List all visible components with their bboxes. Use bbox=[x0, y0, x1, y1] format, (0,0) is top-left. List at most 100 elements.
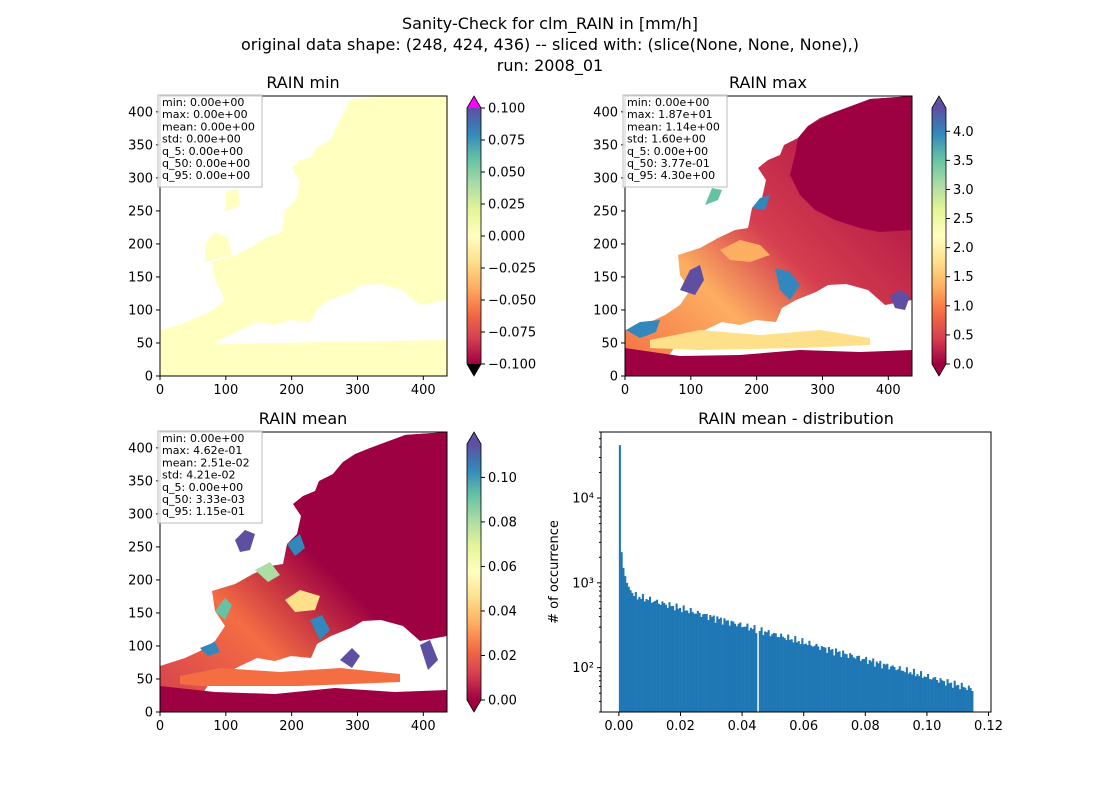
histogram-bar bbox=[640, 598, 643, 712]
histogram-bar bbox=[881, 668, 884, 712]
x-axis: 0.00 0.02 0.04 0.06 0.08 0.10 0.12 bbox=[604, 712, 1003, 734]
x-tick-label: 100 bbox=[213, 719, 238, 734]
histogram-bar bbox=[896, 669, 900, 712]
y-tick-label: 100 bbox=[128, 303, 153, 318]
histogram-bar bbox=[682, 605, 685, 712]
histogram-bar bbox=[723, 618, 726, 712]
panel-title: RAIN max bbox=[729, 73, 807, 92]
histogram-bar bbox=[935, 679, 939, 712]
y-tick-label: 400 bbox=[128, 441, 153, 456]
y-tick-label: 150 bbox=[593, 270, 618, 285]
y-tick-label: 10² bbox=[572, 661, 594, 676]
y-axis: 10² 10³ 10⁴ bbox=[572, 431, 601, 713]
histogram-bar bbox=[657, 603, 660, 712]
histogram-bar bbox=[889, 666, 892, 712]
histogram-bar bbox=[712, 615, 715, 712]
histogram-bar bbox=[937, 682, 940, 712]
histogram-bar bbox=[914, 676, 917, 712]
histogram-bar bbox=[702, 614, 705, 712]
colorbar-tick-label: 0.08 bbox=[488, 515, 517, 530]
histogram-bar bbox=[843, 653, 846, 712]
histogram-bar bbox=[650, 602, 653, 712]
histogram-bar bbox=[820, 646, 823, 712]
histogram-bar bbox=[620, 552, 623, 712]
histogram-bar bbox=[806, 645, 809, 712]
histogram-bar bbox=[746, 623, 749, 712]
histogram-bar bbox=[927, 673, 930, 712]
y-tick-label: 0 bbox=[145, 706, 153, 721]
histogram-bar bbox=[719, 617, 722, 712]
y-tick-label: 250 bbox=[128, 204, 153, 219]
histogram-bar bbox=[648, 596, 652, 712]
histogram-bar bbox=[831, 649, 834, 712]
histogram-bar bbox=[643, 601, 646, 712]
histogram-bar bbox=[822, 647, 825, 712]
histogram-bar bbox=[691, 611, 694, 712]
colorbar-extend-bottom bbox=[467, 364, 481, 376]
land-area bbox=[705, 188, 722, 205]
y-tick-label: 200 bbox=[128, 237, 153, 252]
histogram-bar bbox=[943, 681, 946, 712]
land-area bbox=[650, 330, 870, 350]
histogram-bar bbox=[826, 652, 829, 712]
histogram-bar bbox=[877, 663, 880, 712]
colorbar-gradient bbox=[467, 108, 481, 364]
histogram-bar bbox=[788, 639, 791, 712]
histogram-bar bbox=[728, 625, 731, 712]
histogram-bar bbox=[891, 665, 894, 712]
histogram-bar bbox=[618, 445, 621, 712]
histogram-bar bbox=[735, 626, 738, 712]
y-tick-label: 400 bbox=[593, 105, 618, 120]
histogram-bar bbox=[859, 660, 862, 712]
histogram-bar bbox=[734, 623, 737, 712]
histogram-bar bbox=[645, 599, 648, 712]
colorbar-tick-label: 0.0 bbox=[953, 358, 974, 373]
stat-line: max: 1.87e+01 bbox=[627, 108, 713, 121]
histogram-bar bbox=[955, 685, 958, 712]
land-area bbox=[752, 195, 770, 210]
panel-rain-max: RAIN max 0 100 200 300 400 0 50 100 150 200 250 30… bbox=[593, 73, 974, 398]
histogram-bar bbox=[672, 605, 675, 712]
histogram-bar bbox=[808, 640, 811, 712]
histogram-bar bbox=[797, 641, 800, 712]
x-tick-label: 400 bbox=[411, 383, 436, 398]
stat-line: max: 4.62e-01 bbox=[162, 444, 242, 457]
histogram-bar bbox=[838, 651, 841, 712]
histogram-bar bbox=[842, 650, 845, 712]
histogram-bar bbox=[912, 668, 915, 712]
histogram-bar bbox=[888, 669, 891, 712]
histogram-bar bbox=[813, 645, 816, 712]
histogram-bar bbox=[907, 673, 910, 712]
histogram-bar bbox=[730, 620, 733, 712]
histogram-bar bbox=[847, 657, 850, 712]
figure-title-line-3: run: 2008_01 bbox=[497, 56, 603, 76]
histogram-bar bbox=[725, 620, 728, 712]
histogram-bar bbox=[803, 644, 806, 712]
histogram-bar bbox=[870, 661, 873, 712]
histogram-bar bbox=[776, 637, 779, 712]
land-area bbox=[160, 340, 447, 376]
histogram-bar bbox=[721, 624, 724, 712]
histogram-bar bbox=[666, 607, 669, 712]
colorbar-tick-label: 0.5 bbox=[953, 328, 974, 343]
histogram-bar bbox=[654, 600, 657, 712]
histogram-bar bbox=[895, 670, 898, 712]
histogram-bar bbox=[794, 636, 797, 712]
histogram-bar bbox=[698, 612, 701, 712]
x-tick-label: 0.06 bbox=[789, 719, 818, 734]
histogram-bars bbox=[618, 445, 974, 712]
histogram-bar bbox=[687, 613, 691, 712]
histogram-bar bbox=[625, 582, 629, 712]
histogram-bar bbox=[670, 606, 673, 712]
colorbar-extend-top bbox=[467, 96, 481, 108]
land-area bbox=[160, 96, 447, 376]
colorbar-tick-label: 3.0 bbox=[953, 183, 974, 198]
colorbar-tick-label: 0.075 bbox=[488, 134, 525, 149]
figure-title-line-2: original data shape: (248, 424, 436) -- … bbox=[241, 35, 859, 54]
histogram-bar bbox=[905, 667, 908, 712]
colorbar-tick-label: 2.5 bbox=[953, 212, 974, 227]
histogram-bar bbox=[716, 616, 719, 712]
y-axis: 0 50 100 150 200 250 300 350 400 bbox=[128, 105, 160, 385]
histogram-bar bbox=[758, 631, 761, 712]
